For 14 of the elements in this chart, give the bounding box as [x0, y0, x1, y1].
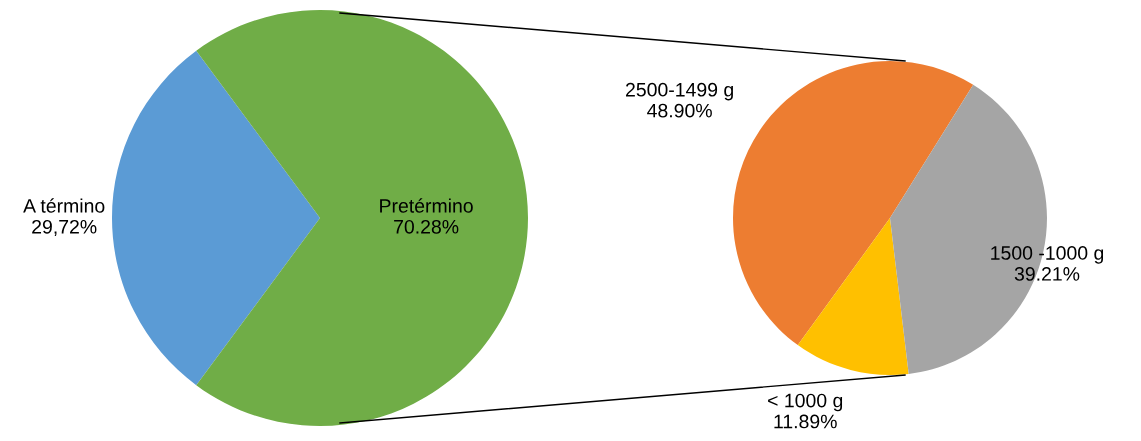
data-label: 11.89%: [774, 414, 837, 429]
slice-label: < 1000 g: [768, 393, 843, 412]
data-label: 29,72%: [32, 219, 97, 236]
slice-label: 1500 -1000 g: [991, 246, 1104, 264]
pie-slice: [112, 50, 320, 386]
pie-slice: [797, 218, 909, 375]
pie-slice: [733, 61, 974, 346]
slice-label: Pretérmino: [380, 198, 473, 213]
slice-label: 2500-1499 g: [626, 82, 733, 101]
data-label: 70.28%: [394, 219, 459, 234]
data-label: 48.90%: [647, 103, 712, 118]
pie-slice: [196, 10, 528, 426]
data-label: 39.21%: [1014, 267, 1080, 281]
slice-label: A término: [23, 198, 105, 213]
